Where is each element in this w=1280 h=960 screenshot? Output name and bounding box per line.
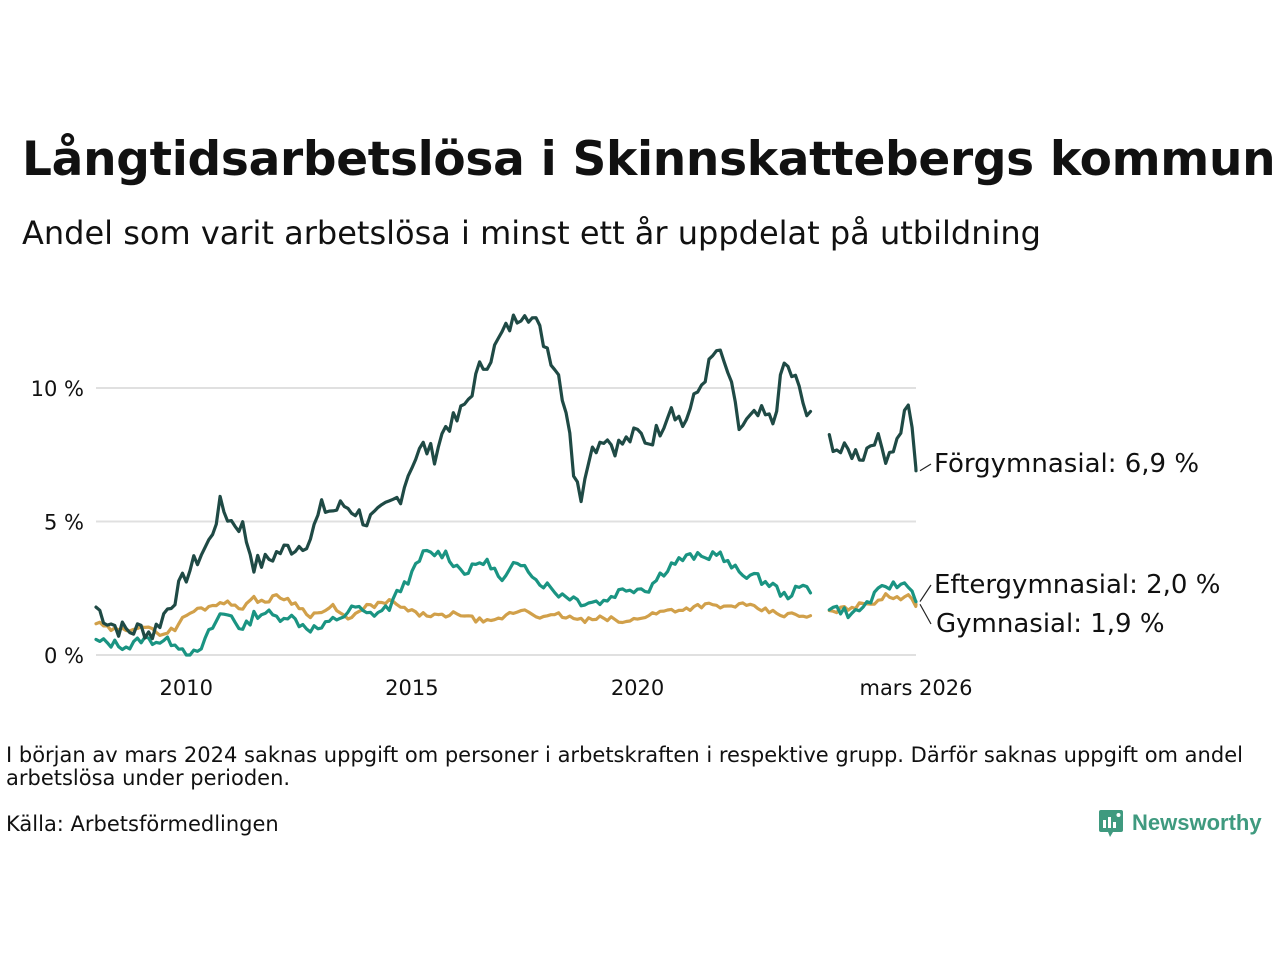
x-end-label: mars 2026 bbox=[859, 676, 972, 700]
brand-name: Newsworthy bbox=[1132, 810, 1262, 835]
y-axis-ticks: 0 % 5 % 10 % bbox=[31, 377, 84, 668]
leader-line-eftergymnasial bbox=[919, 584, 932, 602]
end-label-gymnasial: Gymnasial: 1,9 % bbox=[936, 609, 1165, 639]
chart-subtitle: Andel som varit arbetslösa i minst ett å… bbox=[22, 214, 1041, 252]
end-labels: Förgymnasial: 6,9 % Eftergymnasial: 2,0 %… bbox=[919, 449, 1220, 639]
newsworthy-logo-icon bbox=[1099, 810, 1123, 837]
x-tick-label: 2020 bbox=[611, 676, 664, 700]
series-line-eftergymnasial bbox=[94, 548, 918, 657]
y-tick-label: 5 % bbox=[44, 511, 84, 535]
end-label-forgymnasial: Förgymnasial: 6,9 % bbox=[934, 449, 1199, 479]
leader-line-forgymnasial bbox=[919, 463, 932, 472]
line-chart: 0 % 5 % 10 % 2010 2015 2020 mars 2026 Förgymn… bbox=[31, 313, 1220, 700]
brand-logo[interactable]: Newsworthy bbox=[1098, 808, 1262, 838]
chart-title: Långtidsarbetslösa i Skinnskattebergs ko… bbox=[22, 132, 1276, 187]
series-lines bbox=[94, 313, 918, 657]
leader-line-gymnasial bbox=[919, 603, 932, 625]
x-tick-label: 2015 bbox=[385, 676, 438, 700]
x-tick-label: 2010 bbox=[160, 676, 213, 700]
end-label-eftergymnasial: Eftergymnasial: 2,0 % bbox=[934, 570, 1220, 600]
chart-note: I början av mars 2024 saknas uppgift om … bbox=[6, 743, 1243, 790]
series-line-forgymnasial bbox=[94, 313, 918, 641]
chart-source: Källa: Arbetsförmedlingen bbox=[6, 812, 279, 836]
y-tick-label: 10 % bbox=[31, 377, 84, 401]
x-axis-ticks: 2010 2015 2020 mars 2026 bbox=[160, 676, 973, 700]
y-tick-label: 0 % bbox=[44, 644, 84, 668]
